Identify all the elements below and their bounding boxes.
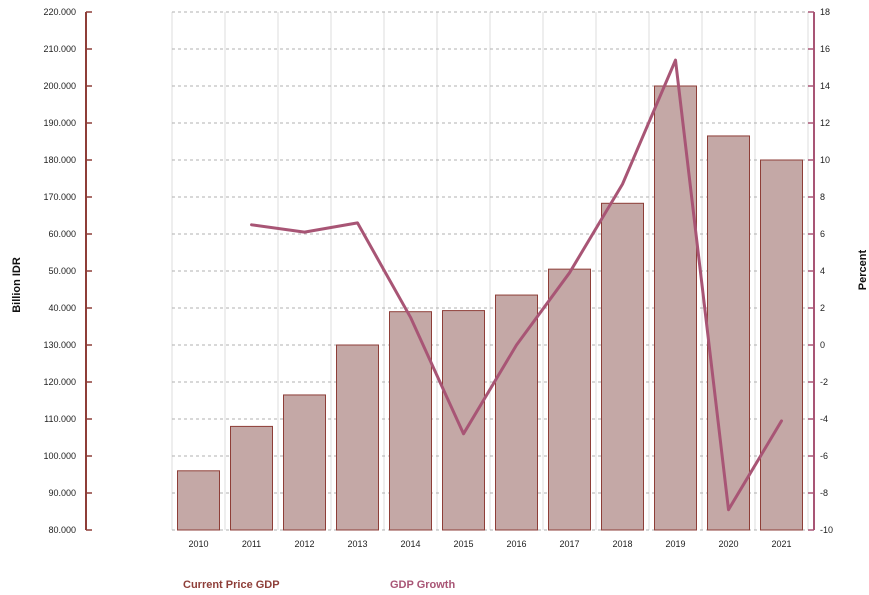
left-tick-label: 170.000 [43, 192, 76, 202]
left-tick-label: 110.000 [44, 414, 76, 424]
line-series [250, 58, 783, 512]
right-tick-label: -4 [820, 414, 828, 424]
legend-item-growth: GDP Growth [390, 579, 455, 591]
right-tick-label: 8 [820, 192, 825, 202]
left-tick-label: 100.000 [43, 451, 76, 461]
legend-item-gdp: Current Price GDP [183, 579, 280, 591]
left-tick-label: 40.000 [48, 303, 76, 313]
left-tick-label: 90.000 [48, 488, 76, 498]
right-tick-label: -10 [820, 525, 833, 535]
left-tick-label: 220.000 [43, 7, 76, 17]
right-axis-title: Percent [857, 249, 869, 290]
bar-2011 [230, 425, 273, 531]
x-tick-label: 2012 [294, 539, 314, 549]
bar-2019 [654, 85, 697, 531]
left-tick-label: 60.000 [48, 229, 76, 239]
x-tick-label: 2020 [718, 539, 738, 549]
right-tick-label: 14 [820, 81, 830, 91]
left-tick-label: 50.000 [48, 266, 76, 276]
right-tick-label: 16 [820, 44, 830, 54]
bar-2020 [707, 135, 750, 531]
bar-2018 [601, 202, 644, 531]
left-tick-label: 190.000 [43, 118, 76, 128]
bar-2021 [760, 159, 803, 531]
right-tick-label: -8 [820, 488, 828, 498]
right-tick-label: 10 [820, 155, 830, 165]
left-tick-label: 130.000 [43, 340, 76, 350]
bar-2010 [177, 470, 220, 531]
right-tick-label: 12 [820, 118, 830, 128]
bar-2014 [389, 311, 432, 531]
axes [85, 11, 815, 531]
tick-labels: 80.000 90.000 100.000 110.000 120.000 130.000… [43, 7, 833, 549]
x-tick-label: 2017 [559, 539, 579, 549]
right-tick-label: 2 [820, 303, 825, 313]
x-tick-label: 2018 [612, 539, 632, 549]
left-tick-label: 120.000 [43, 377, 76, 387]
bar-2015 [442, 310, 485, 531]
x-tick-label: 2019 [665, 539, 685, 549]
left-tick-label: 180.000 [43, 155, 76, 165]
right-tick-label: 4 [820, 266, 825, 276]
x-tick-label: 2015 [453, 539, 473, 549]
left-tick-label: 210.000 [43, 44, 76, 54]
bar-2012 [283, 394, 326, 531]
left-axis-title: Billion IDR [11, 257, 23, 313]
x-tick-label: 2013 [347, 539, 367, 549]
right-tick-label: -2 [820, 377, 828, 387]
x-tick-label: 2014 [400, 539, 420, 549]
left-tick-label: 80.000 [48, 525, 76, 535]
right-tick-label: 0 [820, 340, 825, 350]
x-tick-label: 2016 [506, 539, 526, 549]
bar-2017 [548, 268, 591, 531]
bar-2016 [495, 294, 538, 531]
right-tick-label: 18 [820, 7, 830, 17]
right-tick-label: -6 [820, 451, 828, 461]
x-tick-label: 2010 [188, 539, 208, 549]
left-tick-label: 200.000 [43, 81, 76, 91]
bar-2013 [336, 344, 379, 531]
x-tick-label: 2011 [242, 539, 261, 549]
right-tick-label: 6 [820, 229, 825, 239]
x-tick-label: 2021 [771, 539, 791, 549]
bar-series [177, 85, 803, 531]
